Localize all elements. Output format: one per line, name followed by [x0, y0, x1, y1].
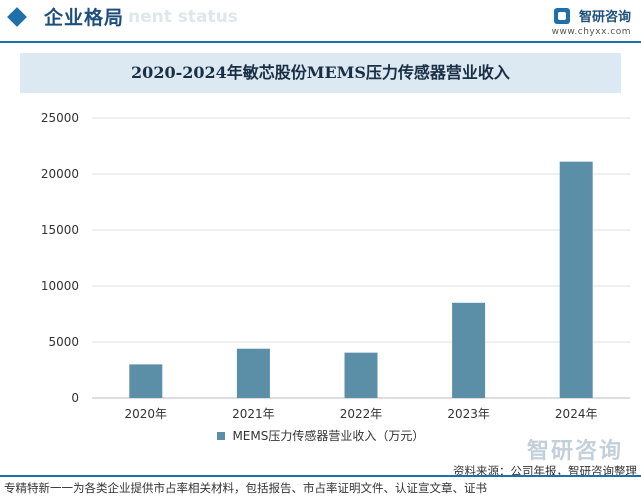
legend: MEMS压力传感器营业收入（万元）	[0, 427, 641, 444]
x-tick-label: 2021年	[232, 407, 275, 421]
legend-swatch	[216, 431, 225, 440]
y-tick-label: 15000	[41, 223, 79, 237]
x-tick-label: 2024年	[555, 407, 598, 421]
bar	[344, 352, 378, 398]
source-note: 资料来源：公司年报，智研咨询整理	[453, 464, 637, 478]
logo-icon	[553, 7, 570, 24]
diamond-icon	[7, 7, 27, 27]
chart-title-box: 2020-2024年敏芯股份MEMS压力传感器营业收入	[20, 53, 621, 93]
x-tick-label: 2023年	[447, 407, 490, 421]
bar	[452, 302, 486, 398]
brand-name: 智研咨询	[578, 10, 631, 25]
header: 企业格局 nent status 智研咨询 www.chyxx.com	[0, 0, 641, 46]
y-tick-label: 20000	[41, 167, 79, 181]
footer-text: 专精特新一一为各类企业提供市占率相关材料，包括报告、市占率证明文件、认证宣文章、…	[4, 481, 487, 495]
header-divider	[0, 41, 641, 43]
bar	[129, 364, 163, 398]
bar	[236, 348, 270, 398]
legend-label: MEMS压力传感器营业收入（万元）	[232, 429, 425, 443]
footer-divider	[0, 475, 641, 477]
x-tick-label: 2020年	[125, 407, 168, 421]
brand: 智研咨询 www.chyxx.com	[552, 5, 631, 37]
page-title: 企业格局	[44, 7, 125, 29]
y-tick-label: 5000	[48, 335, 79, 349]
x-tick-label: 2022年	[340, 407, 383, 421]
bar-chart: 25000 20000 15000 10000 5000 0 2020年 2021年 2022年…	[41, 111, 630, 421]
chart-title: 2020-2024年敏芯股份MEMS压力传感器营业收入	[131, 63, 510, 82]
y-tick-label: 10000	[41, 279, 79, 293]
bar	[559, 161, 593, 398]
y-tick-label: 0	[71, 391, 79, 405]
watermark: 智研咨询	[526, 439, 623, 464]
page-subtitle: nent status	[128, 7, 238, 27]
y-tick-label: 25000	[41, 111, 79, 125]
brand-url: www.chyxx.com	[551, 27, 631, 37]
